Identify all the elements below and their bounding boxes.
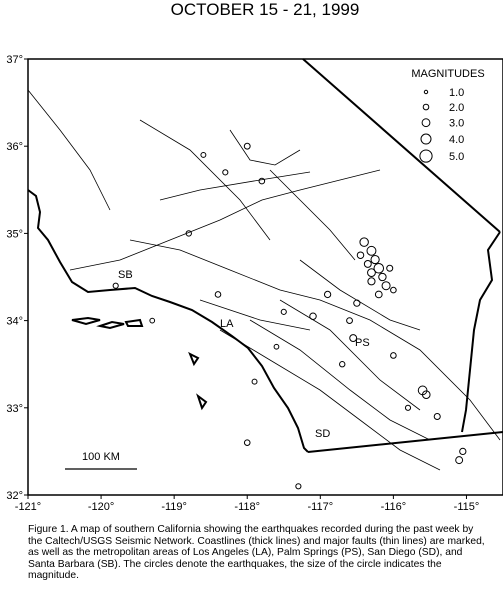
earthquake	[404, 404, 412, 411]
state-border	[461, 231, 501, 433]
earthquake	[339, 361, 346, 368]
earthquake	[273, 343, 280, 350]
earthquake	[367, 268, 376, 278]
x-tick-label: -121°	[15, 501, 41, 513]
faults	[27, 89, 501, 471]
earthquake	[367, 277, 376, 286]
state-border	[302, 58, 501, 233]
place-label: SD	[315, 428, 330, 440]
earthquake	[359, 237, 369, 247]
y-tick-label: 32°	[6, 490, 23, 502]
earthquake	[346, 317, 353, 325]
legend-label: 4.0	[449, 134, 464, 146]
x-tick-label: -115°	[454, 501, 480, 513]
x-tick-label: -117°	[308, 501, 334, 513]
y-tick-label: 35°	[6, 228, 23, 240]
earthquake	[433, 413, 441, 421]
earthquake	[251, 378, 258, 385]
earthquake	[280, 308, 287, 315]
legend-symbol	[420, 133, 432, 145]
earthquake	[381, 281, 391, 291]
earthquake	[258, 177, 266, 185]
earthquake	[349, 334, 358, 343]
map-frame	[27, 58, 503, 496]
x-tick-label: -116°	[381, 501, 407, 513]
x-tick-label: -120°	[88, 501, 114, 513]
earthquake	[353, 299, 361, 307]
earthquake	[374, 290, 383, 299]
place-label: SB	[118, 269, 133, 281]
map-title: OCTOBER 15 - 21, 1999	[171, 0, 360, 19]
earthquake	[363, 259, 372, 268]
coastline	[27, 189, 309, 453]
earthquake	[309, 312, 317, 320]
scale-label: 100 KM	[82, 451, 120, 463]
earthquake	[214, 291, 222, 298]
legend-symbol	[419, 149, 433, 163]
legend-symbol	[423, 89, 429, 95]
earthquake	[390, 352, 397, 359]
y-tick-label: 37°	[6, 54, 23, 66]
earthquake	[386, 264, 394, 272]
legend-label: 2.0	[449, 102, 464, 114]
island	[71, 316, 208, 411]
earthquake	[243, 142, 251, 150]
y-tick-label: 34°	[6, 316, 23, 328]
earthquake	[149, 317, 156, 324]
place-label: PS	[355, 337, 370, 349]
earthquake	[356, 251, 365, 259]
earthquake	[373, 263, 385, 274]
earthquake	[222, 169, 229, 176]
earthquake	[295, 483, 302, 490]
x-tick-label: -119°	[161, 501, 187, 513]
earthquake	[390, 286, 397, 294]
legend-symbol	[422, 103, 430, 111]
legend-label: 5.0	[449, 151, 464, 163]
legend-title: MAGNITUDES	[411, 68, 484, 80]
place-label: LA	[220, 318, 234, 330]
y-tick-label: 36°	[6, 141, 23, 153]
earthquake	[185, 230, 192, 237]
earthquake	[243, 439, 251, 446]
x-tick-label: -118°	[234, 501, 260, 513]
earthquake	[200, 151, 207, 158]
earthquake	[366, 245, 377, 256]
map-figure: OCTOBER 15 - 21, 1999 SB LA PS SD	[6, 0, 503, 513]
earthquake	[459, 447, 467, 456]
y-tick-label: 33°	[6, 403, 23, 415]
earthquake	[378, 272, 387, 282]
earthquake	[370, 254, 380, 265]
state-border	[307, 431, 503, 453]
earthquake	[455, 456, 464, 465]
earthquake	[112, 282, 119, 289]
legend-label: 1.0	[449, 87, 464, 99]
caption: Figure 1. A map of southern California s…	[28, 524, 485, 581]
earthquake	[323, 290, 332, 299]
geography	[27, 58, 503, 471]
legend-symbol	[421, 118, 431, 128]
legend-label: 3.0	[449, 118, 464, 130]
earthquake	[421, 390, 431, 400]
